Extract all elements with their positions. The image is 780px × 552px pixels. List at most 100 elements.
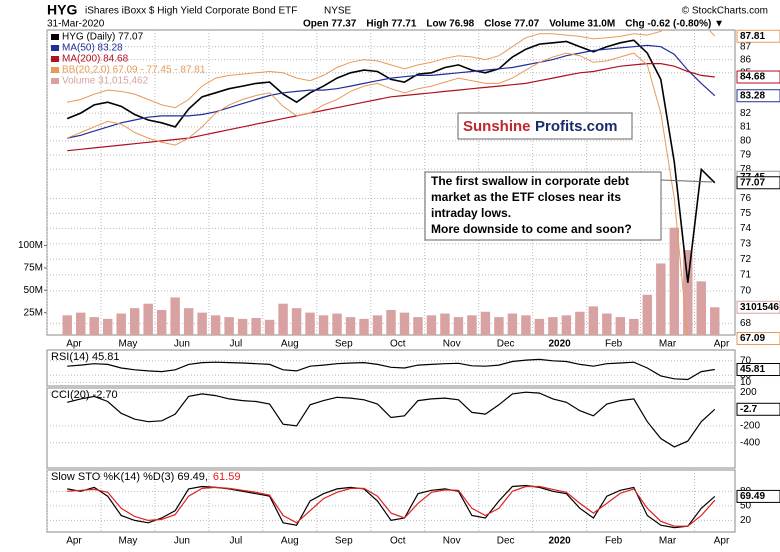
volume-bar [76,312,86,335]
end-label-box [736,176,780,190]
x-tick-label: Jul [229,536,242,547]
end-label-box [736,300,780,314]
legend-swatch [51,78,59,84]
y-tick-label: -400 [740,437,760,448]
y-tick-label: 81 [740,122,752,133]
volume-bar [615,317,626,335]
y-tick-label: 72 [740,254,752,265]
y-tick-label: 82 [740,108,752,119]
volume-bar [102,318,113,335]
x-tick-label: Apr [66,536,82,547]
volume-bar [683,250,693,335]
volume-bar [170,297,180,335]
series-line [67,485,716,527]
volume-bar [237,318,248,335]
volume-bar [359,318,369,335]
volume-bar [669,227,680,335]
x-tick-label: Feb [605,536,623,547]
x-tick-label: May [118,339,137,350]
y2-tick-label: 25M [24,307,43,318]
volume-bar [710,307,720,335]
volume-bar [89,317,99,335]
volume-bar [345,317,356,335]
legend-label: MA(200) 84.68 [62,54,129,65]
x-tick-label: Dec [497,536,515,547]
volume-bar [291,308,302,335]
quote-item: Chg -0.62 (-0.80%) ▼ [625,19,724,30]
quote-item: High 77.71 [366,19,416,30]
x-tick-label: Nov [443,339,461,350]
panel: 805020AprMayJunJulAugSepOctNovDec2020Feb… [46,469,780,547]
x-tick-label: May [118,536,137,547]
volume-bar [143,303,153,335]
volume-bar [467,315,477,335]
legend-label: Slow STO %K(14) %D(3) 69.49, [51,471,208,483]
x-tick-label: 2020 [549,339,572,350]
plot-area [62,30,720,335]
annotation: The first swallow in corporate debt mark… [424,171,713,241]
volume-bar [305,312,315,335]
x-tick-label: Jul [229,339,242,350]
y2-tick-label: 100M [18,240,43,251]
annotation-pointer [660,179,713,183]
quote-item: Volume 31.0M [549,19,615,30]
volume-bar [264,319,275,335]
x-tick-label: Feb [605,339,623,350]
copyright: © StockCharts.com [682,6,768,17]
volume-bar [210,315,221,335]
volume-bar [602,313,612,335]
y-tick-label: 10 [740,377,752,388]
y-tick-label: 200 [740,387,757,398]
x-tick-label: Apr [714,339,730,350]
volume-bar [588,306,599,335]
annotation-line: More downside to come and soon? [431,222,632,236]
end-label-box [736,489,780,503]
volume-bar [116,313,126,335]
y-tick-label: -200 [740,421,760,432]
panel: 200 -200 -400 CCI(20) -2.70 -2.7 [46,387,780,469]
exchange: NYSE [324,6,352,17]
volume-bar [278,303,288,335]
end-label: 45.81 [740,364,765,375]
y-tick-label: 20 [740,515,752,526]
x-tick-label: Aug [281,536,299,547]
x-tick-label: Jun [174,536,190,547]
legend-label: MA(50) 83.28 [62,43,123,54]
quote-item: Low 76.98 [426,19,474,30]
y-tick-label: 73 [740,238,752,249]
volume-bar [332,313,342,335]
volume-bar [440,313,450,335]
quote-item: Open 77.37 [303,19,357,30]
end-label-box [736,402,780,416]
series-line [67,484,716,529]
logo-left: Sunshine [463,118,531,135]
y-tick-label: 75 [740,208,752,219]
end-label: 87.81 [740,31,765,42]
legend-label: 61.59 [213,471,241,483]
end-label: 77.07 [740,177,765,188]
legend-swatch [51,45,59,51]
volume-bar [480,311,491,335]
quote: Open 77.37 High 77.71 Low 76.98 Close 77.07… [303,19,724,30]
series-line [67,63,715,152]
y-tick-label: 74 [740,223,752,234]
series-line [67,44,716,139]
volume-bar [561,315,572,335]
plots: 6870717273747576787980818285868725M50M75… [18,29,780,547]
y-tick-label: 80 [740,136,752,147]
end-label-box [736,363,780,377]
volume-bar [399,312,410,335]
y2-tick-label: 50M [24,285,43,296]
security-name: iShares iBoxx $ High Yield Corporate Bon… [85,6,297,17]
band-upper [67,30,716,109]
panel: 6870717273747576787980818285868725M50M75… [18,29,780,350]
plot-area [67,358,715,381]
volume-bar [656,263,666,335]
y-tick-label: 68 [740,318,752,329]
x-tick-label: Sep [335,339,353,350]
legend-label: HYG (Daily) 77.07 [62,32,144,43]
x-tick-label: Apr [714,536,730,547]
end-label: 84.68 [740,72,765,83]
volume-bar [696,281,706,335]
